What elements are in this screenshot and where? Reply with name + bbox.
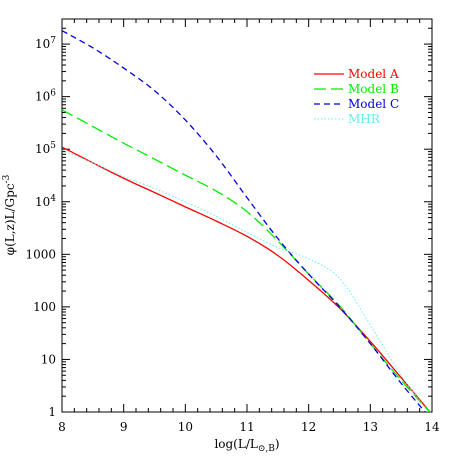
x-tick-label: 9 (120, 420, 128, 434)
series-line-mhr (62, 149, 429, 412)
series-lines (62, 30, 431, 412)
y-tick-labels: 1 10 100 1000 104 105 106 107 (25, 36, 56, 419)
y-tick-label: 106 (35, 89, 56, 104)
x-axis-label-subscript: ⊙,B (258, 444, 275, 454)
y-axis-label: φ(L,z)L/Gpc-3 (2, 174, 17, 255)
y-tick-label: 100 (33, 300, 56, 314)
x-tick-label: 8 (58, 420, 66, 434)
x-tick-label: 14 (424, 420, 440, 434)
series-line-model-a (62, 146, 431, 412)
y-axis-label-main: φ(L,z)L/Gpc (3, 183, 17, 255)
y-tick-label: 1000 (25, 247, 56, 261)
x-tick-labels: 8 9 10 11 12 13 14 (58, 420, 440, 434)
y-axis-label-superscript: -3 (2, 174, 12, 183)
y-tick-label: 1 (48, 405, 56, 419)
legend-label-model-c: Model C (348, 97, 399, 111)
x-tick-label: 13 (363, 420, 378, 434)
x-tick-label: 11 (239, 420, 254, 434)
y-tick-label: 104 (35, 194, 56, 209)
ticks (61, 18, 433, 413)
x-axis-label-close: ) (275, 437, 280, 451)
y-tick-label: 107 (35, 36, 56, 51)
legend-label-mhr: MHR (348, 112, 381, 126)
x-tick-label: 10 (178, 420, 193, 434)
y-tick-label: 10 (41, 352, 56, 366)
x-axis-label-main: log(L/L (214, 437, 257, 451)
x-axis-label: log(L/L⊙,B) (214, 437, 279, 454)
x-tick-label: 12 (301, 420, 316, 434)
legend-label-model-a: Model A (348, 67, 399, 81)
series-line-model-c (62, 30, 426, 412)
y-tick-label: 105 (35, 141, 56, 156)
legend-label-model-b: Model B (348, 82, 399, 96)
series-line-model-b (62, 109, 431, 412)
